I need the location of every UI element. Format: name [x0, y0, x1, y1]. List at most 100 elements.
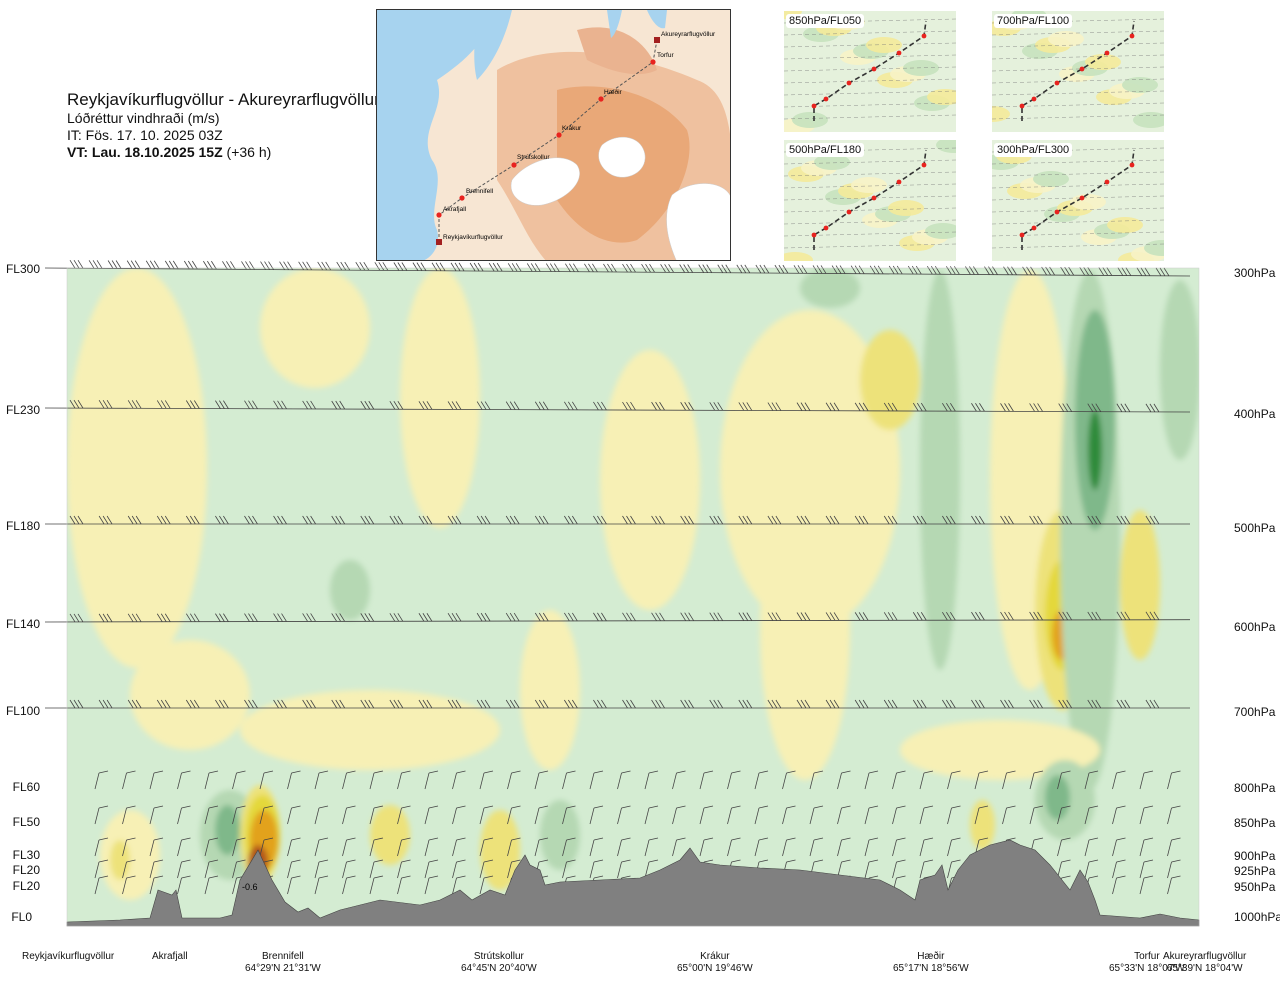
thumb-850hpa-map	[784, 11, 956, 132]
barb-flag	[1062, 699, 1069, 709]
barb-flag	[736, 264, 743, 274]
barb-low-feather	[703, 859, 714, 863]
barb-flag	[683, 264, 689, 273]
barb-low	[644, 839, 650, 857]
barb-low	[232, 839, 237, 857]
barb-flag	[942, 515, 948, 525]
barb-low-feather	[676, 770, 686, 774]
barb-flag	[816, 265, 823, 274]
barb-flag	[1136, 267, 1143, 276]
barb-flag	[775, 515, 782, 525]
barb-flag	[193, 699, 200, 709]
barb-flag	[102, 399, 109, 409]
barb-flag	[393, 262, 400, 271]
barb-flag	[767, 402, 774, 411]
barb-flag	[306, 515, 312, 525]
barb-low	[589, 807, 595, 825]
barb-flag	[476, 401, 483, 410]
barb-flag	[717, 612, 724, 621]
barb-flag	[946, 611, 952, 621]
barb-flag	[480, 612, 487, 622]
barb-flag	[829, 699, 836, 709]
barb-flag	[1008, 515, 1014, 525]
barb-flag	[1098, 267, 1105, 276]
barb-flag	[422, 515, 429, 525]
barb-flag	[950, 611, 956, 621]
barb-low	[397, 839, 402, 857]
thumb-field	[1048, 31, 1084, 47]
barb-flag	[713, 699, 720, 709]
barb-flag	[219, 699, 225, 709]
station-name: Akureyrarflugvöllur	[1163, 951, 1247, 962]
barb-flag	[950, 266, 956, 275]
barb-low-feather	[786, 805, 796, 809]
barb-low	[672, 772, 677, 790]
thumb-500hpa[interactable]: 500hPa/FL180	[784, 140, 956, 261]
barb-flag	[473, 262, 480, 272]
barb-flag	[767, 515, 774, 525]
barb-low	[947, 807, 952, 825]
barb-flag	[458, 262, 465, 272]
barb-low	[397, 807, 402, 825]
barb-low	[1112, 772, 1117, 790]
barb-low	[892, 772, 897, 790]
field-blob	[900, 720, 1100, 780]
barb-low-feather	[208, 837, 219, 841]
barb-flag	[279, 261, 285, 270]
barb-flag	[1116, 699, 1123, 709]
barb-flag	[655, 612, 661, 621]
barb-low	[232, 807, 237, 825]
thumb-waypoint	[1104, 50, 1110, 56]
barb-flag	[825, 612, 832, 621]
barb-flag	[1058, 699, 1065, 709]
barb-flag	[971, 699, 977, 709]
barb-low-feather	[1088, 770, 1099, 774]
barb-flag	[1037, 403, 1043, 412]
barb-flag	[971, 515, 977, 525]
barb-flag	[891, 515, 898, 525]
barb-flag	[679, 264, 685, 273]
barb-flag	[1033, 611, 1039, 621]
barb-low-feather	[1171, 875, 1181, 879]
barb-low	[782, 807, 787, 825]
barb-low	[177, 839, 182, 857]
barb-flag	[946, 266, 952, 275]
barb-flag	[869, 265, 876, 275]
barb-flag	[106, 613, 113, 623]
barb-low	[864, 861, 870, 879]
barb-flag	[135, 613, 142, 623]
barb-low-feather	[291, 875, 301, 879]
thumb-700hpa[interactable]: 700hPa/FL100	[992, 11, 1164, 132]
barb-low-feather	[511, 770, 521, 774]
barb-flag	[854, 265, 861, 274]
barb-low-feather	[813, 859, 824, 863]
barb-flag	[127, 400, 134, 409]
barb-flag	[568, 515, 574, 525]
barb-low-feather	[841, 837, 851, 841]
thumb-barbs	[784, 183, 956, 189]
barb-flag	[742, 515, 749, 525]
barb-flag	[717, 699, 724, 709]
thumb-300hpa[interactable]: 300hPa/FL300	[992, 140, 1164, 261]
barb-low-feather	[401, 875, 411, 879]
barb-flag	[538, 612, 545, 622]
barb-low-feather	[318, 805, 329, 809]
barb-flag	[1062, 611, 1069, 621]
thumb-850hpa[interactable]: 850hPa/FL050	[784, 11, 956, 132]
thumb-barbs	[784, 54, 956, 60]
barb-flag	[668, 264, 674, 273]
barb-flag	[569, 263, 575, 272]
barb-low-feather	[126, 837, 136, 841]
barb-low	[204, 772, 210, 790]
barb-low-feather	[1033, 770, 1044, 774]
barb-flag	[331, 699, 338, 709]
barb-flag	[160, 613, 167, 622]
barb-low-feather	[208, 770, 219, 774]
barb-flag	[244, 699, 250, 709]
barb-low-feather	[593, 805, 604, 809]
barb-flag	[979, 611, 985, 621]
barb-flag	[920, 402, 927, 412]
barb-flag	[189, 699, 196, 709]
station-label-strutskollur: Strútskollur 64°45'N 20°40'W	[461, 951, 537, 975]
barb-flag	[1145, 403, 1152, 413]
